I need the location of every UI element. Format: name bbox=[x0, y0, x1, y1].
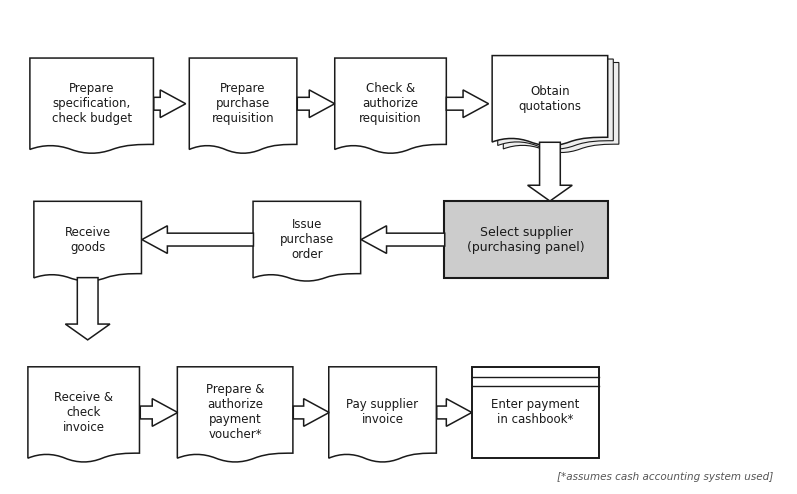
Text: [*assumes cash accounting system used]: [*assumes cash accounting system used] bbox=[557, 472, 773, 482]
PathPatch shape bbox=[154, 90, 186, 118]
PathPatch shape bbox=[492, 56, 607, 146]
PathPatch shape bbox=[28, 367, 139, 462]
PathPatch shape bbox=[33, 202, 142, 281]
Bar bbox=[472, 367, 599, 458]
PathPatch shape bbox=[190, 58, 296, 153]
PathPatch shape bbox=[142, 226, 253, 253]
PathPatch shape bbox=[140, 399, 178, 426]
Text: Prepare &
authorize
payment
voucher*: Prepare & authorize payment voucher* bbox=[206, 383, 265, 442]
Text: Enter payment
in cashbook*: Enter payment in cashbook* bbox=[492, 399, 579, 426]
PathPatch shape bbox=[528, 142, 572, 201]
PathPatch shape bbox=[328, 367, 437, 462]
PathPatch shape bbox=[437, 399, 472, 426]
PathPatch shape bbox=[335, 58, 446, 153]
Bar bbox=[445, 202, 607, 278]
PathPatch shape bbox=[446, 90, 489, 118]
Text: Receive &
check
invoice: Receive & check invoice bbox=[54, 391, 113, 434]
Text: Prepare
specification,
check budget: Prepare specification, check budget bbox=[52, 82, 132, 125]
PathPatch shape bbox=[65, 278, 110, 340]
PathPatch shape bbox=[253, 202, 360, 281]
PathPatch shape bbox=[177, 367, 292, 462]
Text: Prepare
purchase
requisition: Prepare purchase requisition bbox=[212, 82, 274, 125]
PathPatch shape bbox=[361, 226, 445, 253]
Text: Pay supplier
invoice: Pay supplier invoice bbox=[347, 399, 418, 426]
Text: Obtain
quotations: Obtain quotations bbox=[518, 85, 582, 113]
Text: Issue
purchase
order: Issue purchase order bbox=[280, 218, 334, 261]
Text: Select supplier
(purchasing panel): Select supplier (purchasing panel) bbox=[467, 226, 585, 253]
PathPatch shape bbox=[297, 90, 335, 118]
PathPatch shape bbox=[30, 58, 153, 153]
Text: Receive
goods: Receive goods bbox=[65, 226, 111, 253]
PathPatch shape bbox=[503, 63, 618, 153]
PathPatch shape bbox=[293, 399, 329, 426]
Text: Check &
authorize
requisition: Check & authorize requisition bbox=[359, 82, 422, 125]
PathPatch shape bbox=[497, 59, 613, 149]
